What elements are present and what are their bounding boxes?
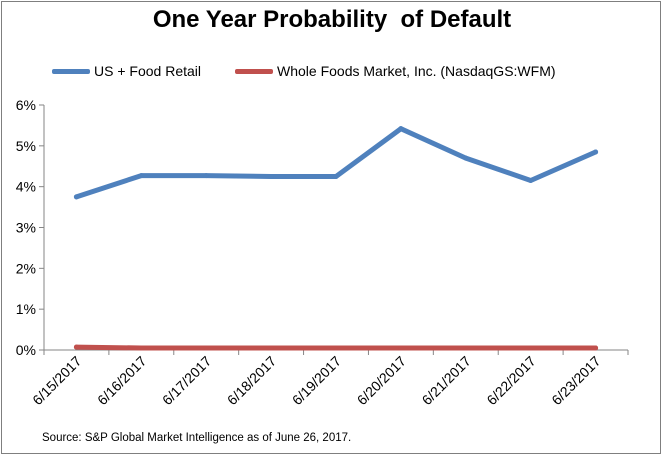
- legend-label-series-0: US + Food Retail: [94, 63, 201, 79]
- x-tick-label: 6/20/2017: [354, 353, 410, 409]
- series-0-point: [593, 149, 599, 155]
- x-tick-label: 6/23/2017: [548, 353, 604, 409]
- series-1-point: [398, 345, 404, 351]
- source-note: Source: S&P Global Market Intelligence a…: [42, 432, 352, 444]
- legend-label-series-1: Whole Foods Market, Inc. (NasdaqGS:WFM): [277, 63, 556, 79]
- x-tick-label: 6/15/2017: [29, 353, 85, 409]
- chart-title: One Year Probability of Default: [152, 6, 512, 33]
- series-0-point: [398, 126, 404, 132]
- series-1-point: [138, 345, 144, 351]
- legend-item-series-1: Whole Foods Market, Inc. (NasdaqGS:WFM): [235, 63, 556, 79]
- series-line-0: [73, 126, 599, 200]
- series-0-point: [463, 155, 469, 161]
- chart-legend: US + Food Retail Whole Foods Market, Inc…: [0, 63, 664, 83]
- series-1-point: [528, 345, 534, 351]
- series-0-point: [203, 173, 209, 179]
- series-1-point: [203, 345, 209, 351]
- y-tick-label: 0%: [16, 342, 36, 358]
- series-1-point: [593, 345, 599, 351]
- x-tick-label: 6/18/2017: [224, 353, 280, 409]
- series-0-point: [528, 178, 534, 184]
- y-tick-label: 4%: [16, 179, 36, 195]
- x-tick-label: 6/16/2017: [94, 353, 150, 409]
- series-0-point: [333, 173, 339, 179]
- x-tick-label: 6/19/2017: [289, 353, 345, 409]
- y-tick-label: 3%: [16, 220, 36, 236]
- x-tick-label: 6/22/2017: [483, 353, 539, 409]
- y-tick-label: 1%: [16, 301, 36, 317]
- series-0-point: [268, 173, 274, 179]
- y-tick-label: 6%: [16, 97, 36, 113]
- x-tick-label: 6/17/2017: [159, 353, 215, 409]
- series-0-point: [73, 194, 79, 200]
- series-0-point: [138, 173, 144, 179]
- x-tick-label: 6/21/2017: [419, 353, 475, 409]
- series-1-point: [73, 344, 79, 350]
- legend-swatch-series-0: [52, 68, 90, 74]
- y-tick-label: 5%: [16, 138, 36, 154]
- legend-item-series-0: US + Food Retail: [52, 63, 201, 79]
- y-tick-label: 2%: [16, 260, 36, 276]
- legend-swatch-series-1: [235, 68, 273, 74]
- series-1-point: [268, 345, 274, 351]
- series-1-point: [463, 345, 469, 351]
- series-1-point: [333, 345, 339, 351]
